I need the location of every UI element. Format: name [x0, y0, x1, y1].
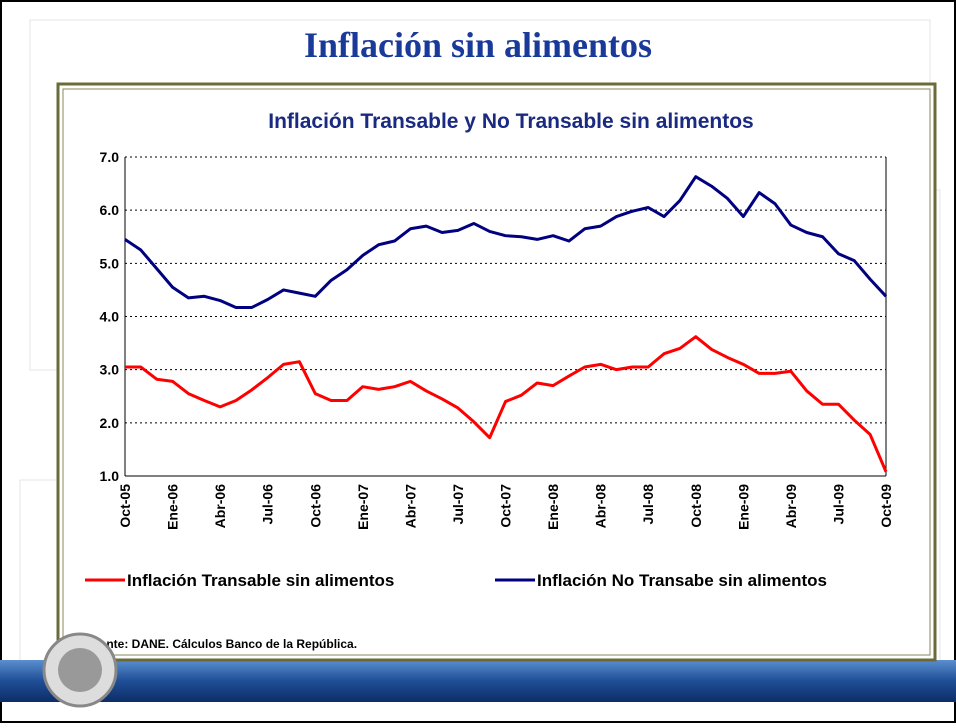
y-tick-label: 4.0 — [100, 309, 120, 325]
x-tick-label: Abr-08 — [593, 484, 609, 529]
legend-label: Inflación Transable sin alimentos — [127, 571, 394, 590]
x-tick-label: Oct-09 — [878, 484, 894, 528]
x-tick-label: Jul-07 — [450, 484, 466, 525]
y-tick-label: 7.0 — [100, 149, 120, 165]
x-tick-label: Ene-07 — [355, 484, 371, 530]
x-tick-label: Oct-07 — [498, 484, 514, 528]
source-note: Fuente: DANE. Cálculos Banco de la Repúb… — [85, 637, 357, 651]
y-tick-label: 5.0 — [100, 255, 120, 271]
x-tick-label: Oct-08 — [688, 484, 704, 528]
x-tick-label: Abr-06 — [212, 484, 228, 529]
logo — [42, 632, 118, 708]
legend-label: Inflación No Transabe sin alimentos — [537, 571, 827, 590]
chart-frame-inner — [62, 88, 931, 656]
x-tick-label: Oct-06 — [307, 484, 323, 528]
x-tick-label: Abr-07 — [402, 484, 418, 529]
x-tick-label: Jul-09 — [830, 484, 846, 525]
x-tick-label: Jul-06 — [260, 484, 276, 525]
y-tick-label: 1.0 — [100, 468, 120, 484]
x-tick-label: Ene-08 — [545, 484, 561, 530]
x-tick-label: Oct-05 — [117, 484, 133, 528]
x-tick-label: Ene-09 — [735, 484, 751, 530]
x-tick-label: Abr-09 — [783, 484, 799, 529]
footer-bar — [0, 660, 956, 702]
plot: 1.0 2.0 3.0 4.0 5.0 6.0 7.0 Oct-05 Ene-06 Abr-06 J… — [85, 149, 894, 590]
series-line — [125, 335, 888, 473]
slide-title: Inflación sin alimentos — [304, 25, 652, 65]
y-tick-label: 6.0 — [100, 202, 120, 218]
chart-title: Inflación Transable y No Transable sin a… — [268, 110, 753, 133]
x-tick-label: Jul-08 — [640, 484, 656, 525]
series-line — [124, 175, 888, 309]
y-tick-label: 3.0 — [100, 362, 120, 378]
x-tick-label: Ene-06 — [165, 484, 181, 530]
y-tick-label: 2.0 — [100, 415, 120, 431]
